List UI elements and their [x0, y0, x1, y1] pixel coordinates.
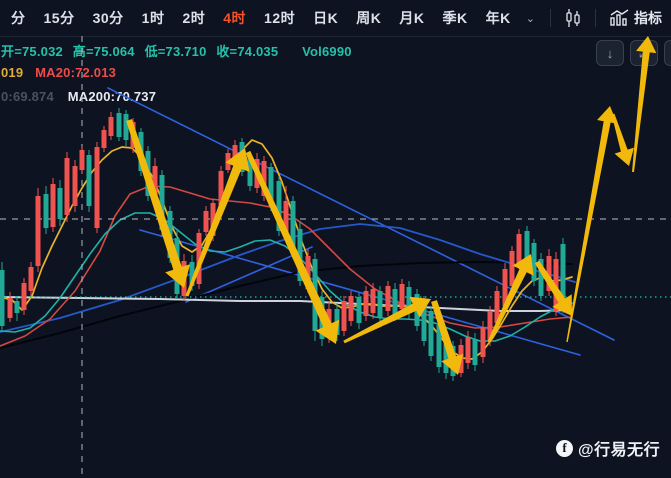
ohlc-volume: Vol6990 — [302, 44, 352, 59]
tab-timeframe-周K[interactable]: 周K — [356, 10, 382, 26]
ma5-value-fragment: 019 — [1, 65, 24, 80]
ohlc-low: 低=73.710 — [144, 44, 207, 59]
top-toolbar: 分 15分 30分 1时 2时 4时 12时 日K 周K 月K 季K 年K ⌄ — [0, 0, 671, 37]
toolbar-divider — [549, 9, 551, 27]
chart-quick-buttons: ↓ ⤢ — [596, 40, 671, 66]
ma-row-2: 0:69.874 MA200:70.737 — [1, 89, 156, 104]
indicator-label: 指标 — [633, 10, 662, 26]
tab-timeframe-日K[interactable]: 日K — [313, 10, 339, 26]
watermark: f @行易无行 — [556, 436, 660, 460]
tab-timeframe-12时[interactable]: 12时 — [264, 10, 296, 26]
clipped-button[interactable] — [664, 40, 671, 66]
timeframe-bar: 分 15分 30分 1时 2时 4时 12时 日K 周K 月K 季K 年K — [2, 8, 520, 28]
chevron-down-icon[interactable]: ⌄ — [525, 12, 535, 25]
scroll-down-button[interactable]: ↓ — [596, 40, 624, 66]
ohlc-high: 高=75.064 — [72, 44, 135, 59]
chart-style-button[interactable] — [560, 8, 586, 28]
facebook-icon: f — [556, 439, 573, 457]
ma20-value: MA20:72.013 — [35, 65, 117, 80]
tab-timeframe-30分[interactable]: 30分 — [92, 10, 124, 26]
tab-timeframe-4时[interactable]: 4时 — [223, 10, 247, 26]
ma60-value-fragment: 0:69.874 — [1, 89, 54, 104]
ma200-value: MA200:70.737 — [67, 89, 157, 104]
tab-timeframe-年K[interactable]: 年K — [485, 10, 511, 26]
toolbar-divider — [594, 9, 596, 27]
ma-row-1: 019 MA20:72.013 — [1, 65, 116, 80]
tab-timeframe-1时[interactable]: 1时 — [141, 10, 165, 26]
tab-timeframe-2时[interactable]: 2时 — [182, 10, 206, 26]
expand-icon: ⤢ — [638, 45, 650, 60]
tab-timeframe-分[interactable]: 分 — [11, 10, 26, 26]
ohlc-close: 收=74.035 — [216, 44, 279, 59]
indicator-button[interactable]: 指标 — [605, 8, 666, 28]
arrow-down-icon: ↓ — [606, 45, 614, 61]
tab-timeframe-月K[interactable]: 月K — [399, 10, 425, 26]
tab-timeframe-季K[interactable]: 季K — [442, 10, 468, 26]
watermark-text: @行易无行 — [578, 442, 661, 459]
indicator-chart-icon — [609, 9, 629, 27]
ohlc-open: 开=75.032 — [1, 44, 63, 59]
expand-button[interactable]: ⤢ — [630, 40, 658, 66]
ohlc-row: 开=75.032 高=75.064 低=73.710 收=74.035 Vol6… — [1, 41, 358, 60]
toolbar-right: 指标 警报 — [541, 8, 671, 28]
candlestick-icon — [564, 8, 582, 28]
tab-timeframe-15分[interactable]: 15分 — [43, 10, 75, 26]
